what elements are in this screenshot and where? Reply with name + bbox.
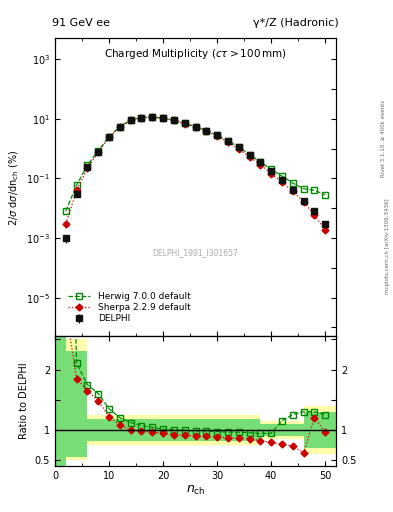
Text: mcplots.cern.ch [arXiv:1306.3436]: mcplots.cern.ch [arXiv:1306.3436]: [385, 198, 389, 293]
Herwig 7.0.0 default: [139, 115, 144, 121]
Herwig 7.0.0 default: [323, 192, 328, 198]
Sherpa 2.2.9 default: [118, 124, 122, 130]
Herwig 7.0.0 default: [172, 117, 176, 123]
Herwig 7.0.0 default: [161, 115, 165, 121]
Herwig 7.0.0 default: [96, 147, 101, 154]
Herwig 7.0.0 default: [129, 117, 133, 123]
Sherpa 2.2.9 default: [74, 187, 79, 194]
Herwig 7.0.0 default: [269, 166, 274, 173]
X-axis label: $n_{\rm ch}$: $n_{\rm ch}$: [186, 483, 205, 497]
Sherpa 2.2.9 default: [96, 150, 101, 156]
Herwig 7.0.0 default: [182, 120, 187, 126]
Legend: Herwig 7.0.0 default, Sherpa 2.2.9 default, DELPHI: Herwig 7.0.0 default, Sherpa 2.2.9 defau…: [65, 289, 193, 326]
Line: Sherpa 2.2.9 default: Sherpa 2.2.9 default: [63, 115, 328, 233]
Sherpa 2.2.9 default: [280, 179, 285, 185]
Sherpa 2.2.9 default: [290, 188, 295, 194]
Herwig 7.0.0 default: [280, 173, 285, 179]
Sherpa 2.2.9 default: [139, 115, 144, 121]
Herwig 7.0.0 default: [226, 138, 230, 144]
Sherpa 2.2.9 default: [323, 227, 328, 233]
Sherpa 2.2.9 default: [312, 212, 317, 218]
Text: γ*/Z (Hadronic): γ*/Z (Hadronic): [253, 18, 339, 28]
Text: 91 GeV ee: 91 GeV ee: [52, 18, 110, 28]
Sherpa 2.2.9 default: [247, 154, 252, 160]
Sherpa 2.2.9 default: [161, 115, 165, 121]
Y-axis label: Ratio to DELPHI: Ratio to DELPHI: [19, 363, 29, 439]
Herwig 7.0.0 default: [74, 182, 79, 188]
Sherpa 2.2.9 default: [204, 128, 209, 134]
Sherpa 2.2.9 default: [182, 121, 187, 127]
Sherpa 2.2.9 default: [301, 199, 306, 205]
Sherpa 2.2.9 default: [258, 162, 263, 168]
Line: Herwig 7.0.0 default: Herwig 7.0.0 default: [63, 114, 328, 214]
Herwig 7.0.0 default: [258, 159, 263, 165]
Herwig 7.0.0 default: [301, 186, 306, 192]
Sherpa 2.2.9 default: [172, 117, 176, 123]
Sherpa 2.2.9 default: [150, 114, 155, 120]
Sherpa 2.2.9 default: [107, 134, 112, 140]
Herwig 7.0.0 default: [215, 132, 220, 138]
Herwig 7.0.0 default: [290, 180, 295, 186]
Sherpa 2.2.9 default: [193, 124, 198, 130]
Herwig 7.0.0 default: [150, 114, 155, 120]
Herwig 7.0.0 default: [64, 208, 68, 214]
Herwig 7.0.0 default: [312, 187, 317, 194]
Herwig 7.0.0 default: [204, 127, 209, 134]
Herwig 7.0.0 default: [85, 162, 90, 168]
Sherpa 2.2.9 default: [64, 221, 68, 227]
Sherpa 2.2.9 default: [226, 139, 230, 145]
Sherpa 2.2.9 default: [237, 146, 241, 152]
Herwig 7.0.0 default: [193, 123, 198, 130]
Text: Charged Multiplicity $(c\tau > 100\,\mathrm{mm})$: Charged Multiplicity $(c\tau > 100\,\mat…: [104, 47, 287, 61]
Sherpa 2.2.9 default: [129, 117, 133, 123]
Herwig 7.0.0 default: [247, 152, 252, 158]
Herwig 7.0.0 default: [118, 123, 122, 130]
Sherpa 2.2.9 default: [215, 133, 220, 139]
Herwig 7.0.0 default: [107, 134, 112, 140]
Text: Rivet 3.1.10, ≥ 400k events: Rivet 3.1.10, ≥ 400k events: [381, 100, 386, 177]
Sherpa 2.2.9 default: [85, 165, 90, 172]
Text: DELPHI_1991_I301657: DELPHI_1991_I301657: [152, 248, 239, 258]
Herwig 7.0.0 default: [237, 144, 241, 150]
Sherpa 2.2.9 default: [269, 170, 274, 177]
Y-axis label: 2/$\sigma$ d$\sigma$/dn$_{\rm ch}$ (%): 2/$\sigma$ d$\sigma$/dn$_{\rm ch}$ (%): [7, 149, 20, 226]
